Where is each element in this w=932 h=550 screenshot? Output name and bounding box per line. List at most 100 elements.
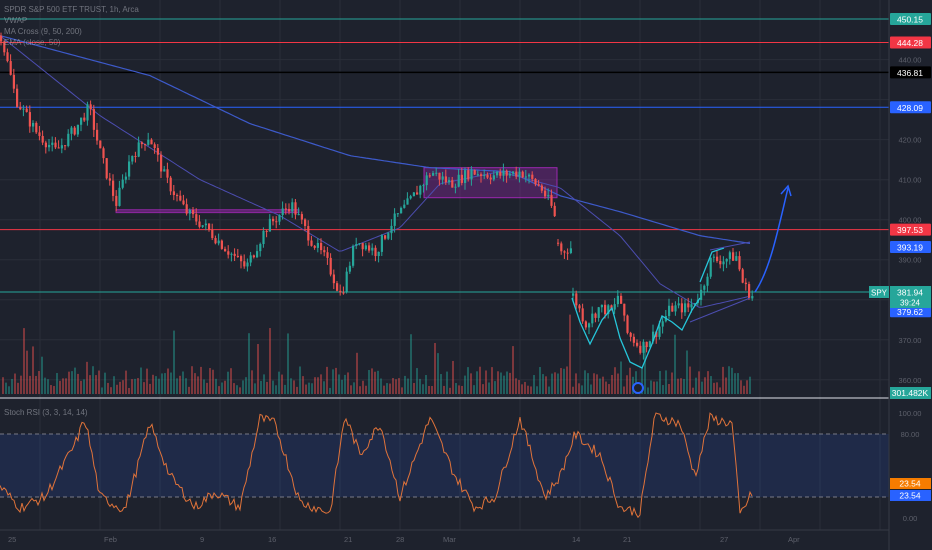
candle-body [547, 195, 550, 197]
stoch-d-tag: 23.54 [899, 491, 921, 501]
volume-bar [362, 380, 364, 394]
volume-bar [29, 375, 31, 394]
volume-bar [728, 366, 730, 394]
candle-body [204, 223, 207, 226]
candle-body [300, 214, 303, 220]
candle-body [623, 303, 626, 316]
volume-bar [260, 380, 262, 394]
candle-body [217, 240, 220, 244]
volume-bar [359, 386, 361, 394]
volume-bar [224, 380, 226, 394]
candle-body [652, 331, 655, 342]
volume-bar [653, 381, 655, 394]
volume-bar [746, 380, 748, 394]
volume-bar [167, 368, 169, 394]
candle-body [677, 303, 680, 306]
candle-body [368, 245, 371, 251]
candle-body [163, 169, 166, 172]
candle-body [156, 148, 159, 155]
candle-body [680, 303, 683, 313]
volume-bar [182, 371, 184, 394]
candle-body [668, 305, 671, 316]
volume-bar [587, 373, 589, 394]
time-axis-label: 28 [396, 535, 404, 544]
time-axis-label: Apr [788, 535, 800, 544]
volume-bar [305, 384, 307, 394]
volume-bar [188, 386, 190, 394]
candle-body [211, 229, 214, 239]
candle-body [172, 191, 175, 196]
candle-body [540, 185, 543, 191]
candle-body [671, 305, 674, 312]
level-price-tag: 397.53 [897, 225, 923, 235]
volume-bar [137, 378, 139, 394]
volume-bar [440, 374, 442, 394]
candle-body [214, 238, 217, 244]
candle-body [0, 35, 3, 42]
candle-body [112, 180, 115, 196]
volume-bar [476, 371, 478, 394]
volume-bar [230, 368, 232, 394]
volume-bar [749, 376, 751, 394]
candle-body [89, 104, 92, 110]
last-price: 381.94 [897, 288, 923, 298]
volume-bar [509, 372, 511, 394]
volume-bar [287, 333, 289, 394]
candle-body [28, 112, 31, 127]
projection-arrowhead [780, 184, 792, 197]
volume-bar [551, 373, 553, 394]
volume-bar [164, 373, 166, 394]
volume-bar [656, 381, 658, 394]
volume-bar [683, 378, 685, 394]
level-price-tag-bg [890, 101, 931, 114]
candle-body [150, 139, 153, 145]
volume-bar [542, 374, 544, 394]
volume-bar [623, 386, 625, 394]
candle-body [51, 142, 54, 145]
volume-bar [23, 328, 25, 394]
volume-bar [593, 373, 595, 394]
volume-bar [92, 366, 94, 394]
stoch-d-tag-bg [890, 490, 931, 501]
volume-bar [86, 361, 88, 394]
candle-body [448, 180, 451, 183]
candle-body [332, 274, 335, 284]
candle-body [284, 208, 287, 210]
candle-body [492, 175, 495, 180]
candle-body [140, 142, 143, 145]
candle-body [655, 331, 658, 337]
candle-body [118, 187, 121, 206]
time-axis-label: Mar [443, 535, 456, 544]
volume-bar [506, 371, 508, 394]
volume-bar [365, 385, 367, 394]
volume-bar [677, 378, 679, 394]
candle-body [352, 245, 355, 266]
candle-body [147, 139, 150, 145]
candle-body [600, 304, 603, 308]
volume-bar [17, 382, 19, 394]
volume-bar [515, 378, 517, 394]
volume-bar [731, 367, 733, 394]
volume-bar [629, 367, 631, 394]
candle-body [336, 283, 339, 291]
volume-bar [695, 377, 697, 394]
volume-bar [152, 374, 154, 394]
candle-body [291, 202, 294, 212]
candle-body [108, 178, 111, 181]
candle-body [597, 307, 600, 318]
volume-bar [284, 384, 286, 394]
volume-bar [434, 343, 436, 394]
candle-body [531, 174, 534, 179]
candle-body [719, 260, 722, 265]
candle-body [99, 140, 102, 149]
volume-bar [26, 350, 28, 394]
candle-body [639, 345, 642, 353]
level-price-tag: 436.81 [897, 68, 923, 78]
volume-bar [737, 373, 739, 394]
candle-body [489, 177, 492, 180]
volume-bar [11, 378, 13, 394]
candle-body [9, 61, 12, 75]
volume-bar [347, 372, 349, 394]
candle-body [227, 251, 230, 255]
